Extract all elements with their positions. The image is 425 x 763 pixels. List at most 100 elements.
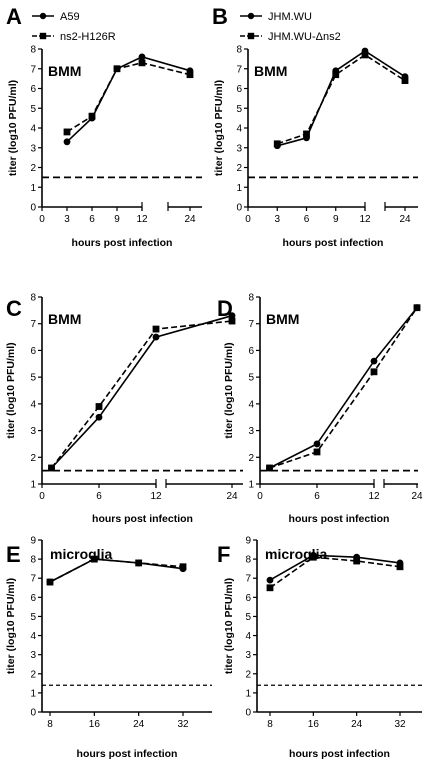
panel-title: microglia	[265, 546, 327, 562]
data-point-circle	[313, 440, 321, 448]
x-tick-label: 3	[64, 214, 70, 225]
y-tick-label: 4	[30, 124, 36, 135]
data-point-circle	[152, 333, 160, 341]
y-tick-label: 1	[30, 480, 36, 491]
x-tick-label: 12	[136, 214, 148, 225]
y-tick-label: 1	[30, 183, 36, 194]
y-tick-label: 5	[245, 612, 251, 623]
y-axis-title: titer (log10 PFU/ml)	[223, 342, 235, 438]
data-point-square	[361, 51, 369, 59]
data-point-circle	[138, 53, 146, 61]
x-tick-label: 3	[274, 214, 280, 225]
y-tick-label: 8	[236, 45, 242, 56]
y-tick-label: 4	[30, 399, 36, 410]
y-tick-label: 6	[30, 593, 36, 604]
x-tick-label: 24	[351, 719, 363, 730]
data-point-circle	[266, 576, 274, 584]
y-tick-label: 2	[30, 163, 36, 174]
y-tick-label: 6	[30, 346, 36, 357]
series-line-circle	[50, 314, 233, 469]
x-tick-label: 24	[226, 491, 238, 502]
legend-marker-circle	[39, 12, 47, 20]
data-point-square	[401, 77, 409, 84]
y-tick-label: 4	[245, 631, 251, 642]
legend-marker-square	[39, 32, 47, 40]
data-point-square	[113, 65, 121, 73]
data-point-square	[273, 140, 281, 148]
y-tick-label: 9	[30, 536, 36, 547]
data-point-square	[228, 317, 236, 325]
y-tick-label: 2	[245, 669, 251, 680]
panel-title: BMM	[48, 311, 81, 327]
x-tick-label: 12	[359, 214, 371, 225]
data-point-circle	[63, 138, 71, 146]
x-axis-title: hours post infection	[77, 748, 178, 760]
y-tick-label: 8	[30, 293, 36, 304]
y-tick-label: 4	[248, 399, 254, 410]
x-tick-label: 32	[394, 719, 406, 730]
y-tick-label: 1	[245, 688, 251, 699]
y-tick-label: 0	[30, 708, 36, 719]
data-point-square	[152, 325, 160, 333]
data-point-square	[186, 71, 194, 79]
data-point-square	[396, 563, 404, 571]
series-line-circle	[49, 558, 184, 583]
panel-letter: A	[6, 4, 22, 29]
panel-letter: E	[6, 542, 21, 567]
y-tick-label: 6	[245, 593, 251, 604]
x-tick-label: 6	[304, 214, 310, 225]
legend-entry-label: A59	[60, 11, 80, 23]
y-tick-label: 2	[30, 453, 36, 464]
y-tick-label: 1	[30, 688, 36, 699]
data-point-square	[303, 130, 310, 138]
y-tick-label: 0	[236, 203, 242, 214]
data-point-square	[313, 448, 321, 456]
x-tick-label: 12	[150, 491, 162, 502]
series-line-square	[277, 53, 406, 145]
x-axis-title: hours post infection	[92, 513, 193, 525]
data-point-square	[353, 557, 361, 565]
y-tick-label: 6	[236, 84, 242, 95]
x-axis-title: hours post infection	[289, 513, 390, 525]
x-axis-title: hours post infection	[72, 237, 173, 249]
data-point-circle	[228, 312, 236, 320]
y-tick-label: 8	[30, 45, 36, 56]
y-tick-label: 4	[30, 631, 36, 642]
y-tick-label: 3	[236, 143, 242, 154]
y-tick-label: 6	[248, 346, 254, 357]
data-point-square	[88, 112, 96, 120]
y-tick-label: 8	[30, 555, 36, 566]
x-tick-label: 32	[177, 719, 189, 730]
data-point-square	[370, 368, 378, 376]
x-axis-title: hours post infection	[283, 237, 384, 249]
y-tick-label: 3	[245, 650, 251, 661]
y-tick-label: 2	[248, 453, 254, 464]
legend-marker-square	[247, 32, 255, 40]
x-tick-label: 16	[89, 719, 101, 730]
y-tick-label: 7	[30, 64, 36, 75]
x-tick-label: 6	[314, 491, 320, 502]
panel-letter: F	[217, 542, 230, 567]
data-point-square	[138, 59, 146, 67]
y-axis-title: titer (log10 PFU/ml)	[213, 80, 225, 176]
x-tick-label: 8	[267, 719, 273, 730]
y-axis-title: titer (log10 PFU/ml)	[5, 342, 17, 438]
y-axis-title: titer (log10 PFU/ml)	[223, 578, 235, 674]
panel-letter: D	[217, 296, 233, 321]
x-tick-label: 24	[133, 719, 145, 730]
x-tick-label: 24	[411, 491, 423, 502]
data-point-square	[266, 464, 273, 472]
x-tick-label: 0	[245, 214, 251, 225]
y-tick-label: 5	[236, 104, 242, 115]
x-tick-label: 0	[257, 491, 263, 502]
x-tick-label: 0	[39, 491, 45, 502]
panel-title: BMM	[254, 63, 287, 79]
series-line-square	[49, 558, 184, 583]
panel-letter: B	[212, 4, 228, 29]
data-point-square	[179, 563, 187, 571]
